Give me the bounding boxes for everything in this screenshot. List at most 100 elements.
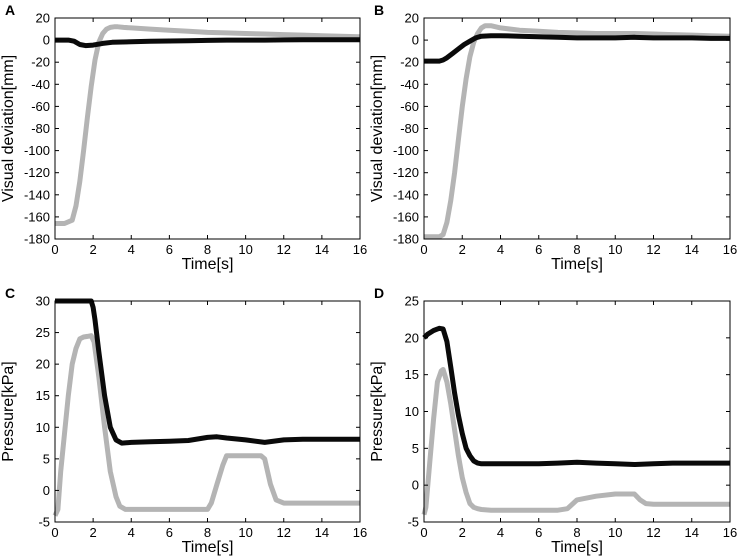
y-tick-label: -80 <box>31 121 50 136</box>
y-tick-label: -80 <box>400 121 419 136</box>
y-tick-label: -120 <box>393 165 419 180</box>
y-tick-label: -20 <box>31 55 50 70</box>
x-tick-label: 0 <box>420 242 427 257</box>
plot-frame <box>423 300 731 523</box>
x-tick-label: 2 <box>90 525 97 540</box>
x-tick-label: 8 <box>573 242 580 257</box>
x-tick-label: 2 <box>459 242 466 257</box>
panel-label: B <box>374 2 384 18</box>
y-tick-label: -60 <box>400 99 419 114</box>
x-tick-label: 6 <box>535 525 542 540</box>
x-tick-label: 12 <box>646 242 660 257</box>
x-tick-label: 4 <box>497 242 504 257</box>
y-tick-label: 20 <box>405 11 419 26</box>
x-axis-label: Time[s] <box>551 256 603 273</box>
x-axis-label: Time[s] <box>182 256 234 273</box>
y-axis-label: Pressure[kPa] <box>0 361 17 461</box>
y-tick-label: -20 <box>400 55 419 70</box>
y-tick-label: 10 <box>36 420 50 435</box>
x-tick-label: 6 <box>166 242 173 257</box>
y-tick-label: 15 <box>405 367 419 382</box>
x-tick-label: 14 <box>315 242 329 257</box>
series-line-gray <box>424 23 731 240</box>
panel-label: A <box>5 2 15 18</box>
y-tick-label: -40 <box>31 77 50 92</box>
x-tick-label: 10 <box>238 525 252 540</box>
y-tick-label: -160 <box>24 209 50 224</box>
x-axis-label: Time[s] <box>182 539 234 556</box>
plot-frame <box>54 17 361 240</box>
x-tick-label: 12 <box>277 525 291 540</box>
panel-b: 0 2 4 6 8 10 12 14 16 20 0 -20 -40 -60 -80 -100 -120 -140… <box>369 2 737 273</box>
series-line-black <box>55 298 360 446</box>
series-line-black <box>422 325 730 467</box>
x-tick-label: 0 <box>420 525 427 540</box>
x-tick-label: 12 <box>277 242 291 257</box>
y-tick-label: -60 <box>31 99 50 114</box>
y-tick-label: -180 <box>393 232 419 247</box>
panel-d: 0 2 4 6 8 10 12 14 162520151050-5Time[s]Pressure… <box>369 285 737 556</box>
x-tick-label: 14 <box>315 525 329 540</box>
y-axis-label: Pressure[kPa] <box>369 361 386 461</box>
x-tick-label: 10 <box>608 525 622 540</box>
y-tick-label: 20 <box>36 357 50 372</box>
series-line-black <box>424 33 730 64</box>
x-tick-label: 4 <box>497 525 504 540</box>
x-tick-label: 14 <box>685 525 699 540</box>
x-tick-label: 16 <box>353 242 367 257</box>
y-tick-label: -5 <box>407 515 419 530</box>
y-tick-label: -180 <box>24 232 50 247</box>
y-tick-label: -40 <box>400 77 419 92</box>
y-tick-label: -160 <box>393 209 419 224</box>
panel-c: 0 2 4 6 8 10 12 14 16302520151050-5Time[s]Pressu… <box>0 285 367 556</box>
x-tick-label: 8 <box>573 525 580 540</box>
series-line-gray <box>52 333 360 517</box>
y-tick-label: 0 <box>412 478 419 493</box>
x-tick-label: 0 <box>51 525 58 540</box>
panel-a: 0 2 4 6 8 10 12 14 16 20 0 -20 -40 -60 -80 -100 -120 -140… <box>0 2 367 273</box>
y-tick-label: -140 <box>24 187 50 202</box>
y-tick-label: 30 <box>36 294 50 309</box>
x-tick-label: 4 <box>128 525 135 540</box>
x-tick-label: 14 <box>685 242 699 257</box>
series-line-gray <box>55 24 361 226</box>
x-tick-label: 16 <box>723 242 737 257</box>
x-tick-label: 8 <box>204 242 211 257</box>
y-tick-label: -100 <box>393 143 419 158</box>
y-axis-label: Visual deviation[mm] <box>0 55 17 202</box>
x-tick-label: 4 <box>128 242 135 257</box>
x-tick-label: 16 <box>353 525 367 540</box>
y-tick-label: -140 <box>393 187 419 202</box>
x-tick-label: 6 <box>535 242 542 257</box>
y-tick-label: 5 <box>412 441 419 456</box>
panel-label: C <box>5 285 15 301</box>
y-tick-label: 0 <box>43 33 50 48</box>
x-tick-label: 0 <box>51 242 58 257</box>
y-tick-label: 15 <box>36 388 50 403</box>
y-tick-label: -120 <box>24 165 50 180</box>
x-tick-label: 10 <box>238 242 252 257</box>
y-tick-label: 5 <box>43 451 50 466</box>
y-tick-label: 20 <box>405 330 419 345</box>
x-tick-label: 6 <box>166 525 173 540</box>
x-tick-label: 2 <box>459 525 466 540</box>
x-tick-label: 2 <box>90 242 97 257</box>
y-tick-label: -5 <box>38 515 50 530</box>
y-tick-label: 25 <box>36 325 50 340</box>
x-axis-label: Time[s] <box>551 539 603 556</box>
x-tick-label: 10 <box>608 242 622 257</box>
series-line-gray <box>421 367 730 516</box>
y-tick-label: 10 <box>405 404 419 419</box>
x-tick-label: 8 <box>204 525 211 540</box>
y-tick-label: 0 <box>43 483 50 498</box>
y-tick-label: 20 <box>36 11 50 26</box>
panel-label: D <box>374 285 384 301</box>
y-tick-label: -100 <box>24 143 50 158</box>
x-tick-label: 16 <box>723 525 737 540</box>
x-tick-label: 12 <box>646 525 660 540</box>
y-tick-label: 25 <box>405 294 419 309</box>
y-tick-label: 0 <box>412 33 419 48</box>
series-line-black <box>55 37 360 49</box>
y-axis-label: Visual deviation[mm] <box>369 55 386 202</box>
